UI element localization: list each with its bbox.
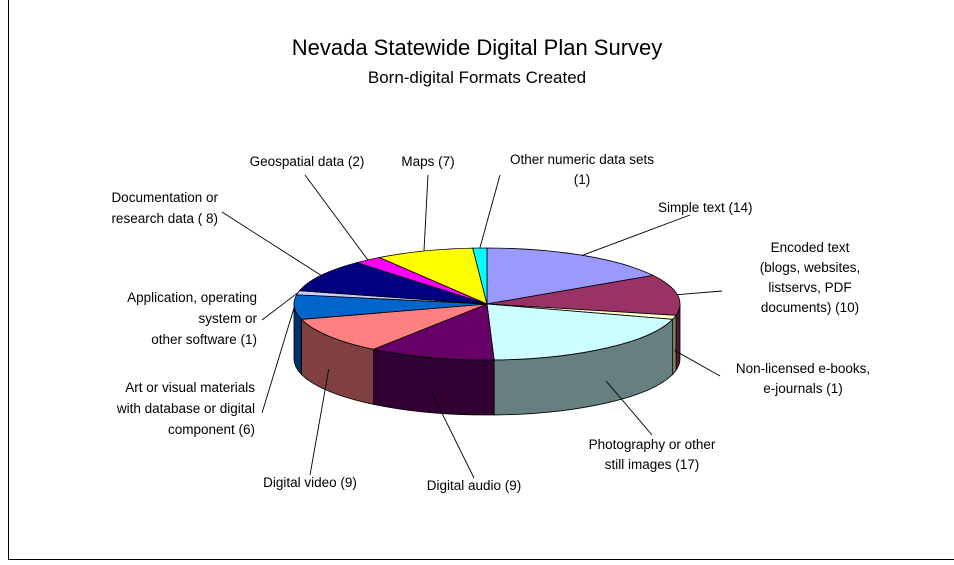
pie-labels: Simple text (14) Encoded text (blogs, webs… (111, 152, 870, 493)
leader-line-6 (309, 368, 330, 476)
frame-bottom-border (8, 559, 954, 560)
slice-label-9-line-1: Documentation or (111, 190, 218, 205)
pie-side-3 (672, 314, 677, 376)
pie-slice-2 (486, 274, 681, 316)
slice-label-10-line-1: Geospatial data (2) (250, 154, 365, 169)
slice-label-9: Documentation or research data ( 8) (111, 190, 218, 226)
chart-subtitle: Born-digital Formats Created (367, 68, 587, 87)
slice-label-7-line-3: component (6) (168, 422, 255, 437)
slice-label-7: Art or visual materials with database or … (116, 380, 255, 437)
slice-label-10: Geospatial data (2) (250, 154, 365, 169)
pie-slice-6 (300, 303, 488, 350)
leader-line-7 (261, 306, 295, 414)
leader-line-9 (221, 211, 322, 276)
pie-top-faces (293, 247, 681, 361)
pie-slice-9 (298, 262, 488, 305)
slice-label-8-line-3: other software (1) (151, 332, 257, 347)
slice-label-2: Encoded text (blogs, websites, listservs, … (760, 240, 861, 315)
slice-label-7-line-1: Art or visual materials (125, 380, 255, 395)
slice-label-8: Application, operating system or other sof… (127, 290, 257, 347)
leader-line-4 (605, 380, 653, 436)
frame-left-border (8, 0, 9, 560)
leader-line-8 (261, 292, 299, 321)
slice-label-12-line-2: (1) (574, 172, 591, 187)
slice-label-2-line-2: (blogs, websites, (760, 260, 861, 275)
slice-label-1-line-1: Simple text (14) (658, 200, 753, 215)
leader-line-11 (423, 174, 429, 252)
slice-label-5: Digital audio (9) (427, 478, 522, 493)
slice-label-3: Non-licensed e-books, e-journals (1) (736, 361, 870, 396)
slice-label-9-line-2: research data ( 8) (111, 211, 218, 226)
pie-slice-11 (378, 247, 488, 305)
pie-slice-5 (372, 303, 495, 361)
slice-label-6: Digital video (9) (263, 475, 357, 490)
pie-slice-1 (486, 247, 655, 305)
slice-label-12: Other numeric data sets (1) (510, 152, 654, 187)
slice-label-6-line-1: Digital video (9) (263, 475, 357, 490)
leader-line-2 (677, 290, 723, 296)
leader-line-10 (304, 174, 369, 261)
slice-label-4-line-2: still images (17) (605, 457, 700, 472)
pie-side-walls (293, 303, 681, 416)
slice-label-2-line-1: Encoded text (771, 240, 850, 255)
slice-label-5-line-1: Digital audio (9) (427, 478, 522, 493)
slice-label-12-line-1: Other numeric data sets (510, 152, 654, 167)
slice-label-1: Simple text (14) (658, 200, 753, 215)
slice-label-2-line-4: documents) (10) (761, 300, 859, 315)
slice-label-2-line-3: listservs, PDF (768, 280, 851, 295)
slice-label-11-line-1: Maps (7) (401, 154, 454, 169)
slice-label-4-line-1: Photography or other (589, 437, 716, 452)
slice-label-11: Maps (7) (401, 154, 454, 169)
pie-slice-12 (472, 247, 488, 305)
slice-label-4: Photography or other still images (17) (589, 437, 716, 472)
slice-label-3-line-2: e-journals (1) (763, 381, 843, 396)
leader-line-5 (430, 390, 475, 479)
slice-label-7-line-2: with database or digital (116, 401, 255, 416)
leader-line-12 (479, 174, 501, 249)
slice-label-8-line-2: system or (198, 311, 257, 326)
slice-label-8-line-1: Application, operating (127, 290, 257, 305)
leader-line-3 (674, 349, 721, 377)
chart-title: Nevada Statewide Digital Plan Survey (291, 35, 663, 60)
slice-label-3-line-1: Non-licensed e-books, (736, 361, 870, 376)
pie-slice-4 (486, 303, 674, 361)
leader-line-1 (582, 214, 691, 256)
